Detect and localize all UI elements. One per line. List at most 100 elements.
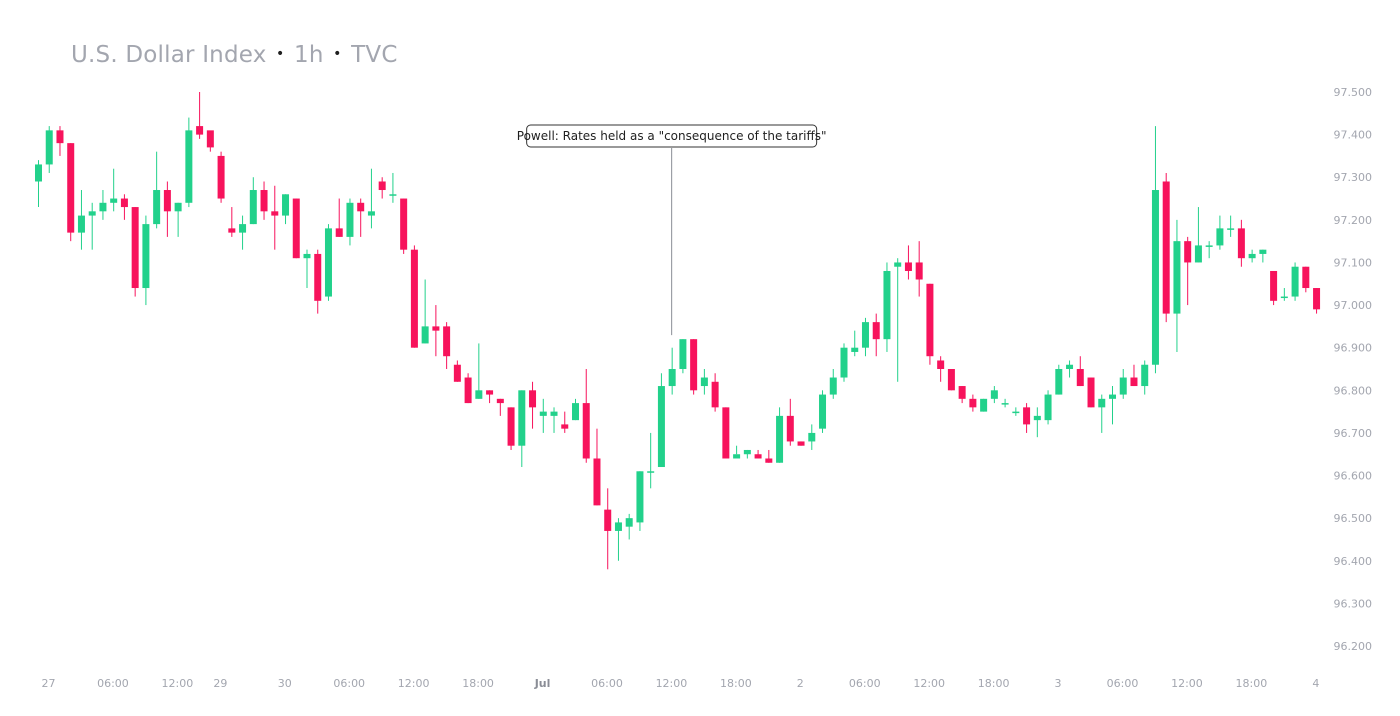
candle-body — [335, 228, 343, 237]
candle — [324, 224, 332, 301]
candle — [990, 386, 998, 404]
candle — [797, 441, 805, 446]
time-tick-label: 2 — [797, 677, 804, 690]
candle — [35, 160, 42, 208]
price-tick-label: 96.200 — [1334, 640, 1373, 653]
candle — [67, 143, 75, 242]
candle — [475, 343, 483, 399]
time-tick-label: 12:00 — [1171, 677, 1203, 690]
candle — [486, 390, 494, 404]
candle — [829, 369, 837, 399]
candle-body — [1280, 296, 1288, 299]
candle-body — [1098, 398, 1106, 408]
candle — [518, 390, 526, 468]
candle — [1216, 215, 1224, 250]
candle-body — [346, 202, 354, 237]
candle — [153, 151, 161, 229]
time-tick-label: 3 — [1055, 677, 1062, 690]
candle-body — [1023, 407, 1031, 425]
candle — [1023, 403, 1031, 433]
candle — [410, 245, 418, 348]
candle — [239, 215, 247, 250]
time-tick-label: 06:00 — [333, 677, 365, 690]
candle-body — [217, 155, 225, 199]
candle-body — [958, 386, 966, 399]
candle-body — [550, 411, 558, 416]
candle — [582, 369, 590, 463]
candle — [1012, 407, 1020, 416]
time-tick-label: 18:00 — [1236, 677, 1268, 690]
candle — [840, 343, 848, 382]
time-axis: 27 06:00 12:00 29 30 06:00 12:00 18:00 Jul 06:00 1… — [42, 677, 1320, 690]
candle — [174, 202, 182, 237]
candle — [679, 339, 687, 374]
candle-body — [980, 398, 988, 412]
candle — [357, 198, 365, 237]
annotation[interactable]: Powell: Rates held as a "consequence of … — [517, 124, 827, 336]
candle — [335, 198, 343, 237]
candle-body — [604, 509, 612, 531]
candle — [754, 449, 762, 459]
candle-body — [840, 347, 848, 378]
candle — [1270, 270, 1278, 306]
candle — [1119, 369, 1127, 399]
candle-body — [1109, 394, 1116, 399]
candle-body — [153, 190, 161, 225]
price-tick-label: 97.400 — [1334, 129, 1373, 142]
title-separator-2: • — [333, 46, 342, 62]
candle — [808, 424, 816, 450]
time-tick-label: 27 — [42, 677, 56, 690]
candle-body — [1141, 364, 1149, 387]
candle — [776, 407, 784, 463]
candle — [346, 198, 354, 246]
candle — [1044, 390, 1052, 425]
candle-body — [1087, 377, 1095, 408]
candle-body — [88, 211, 96, 216]
candle — [292, 198, 300, 259]
candle-body — [56, 130, 64, 144]
candle-body — [142, 224, 150, 289]
candle-body — [249, 190, 257, 225]
price-tick-label: 96.800 — [1334, 384, 1373, 397]
price-tick-label: 96.400 — [1334, 555, 1373, 568]
candle-body — [1302, 266, 1310, 289]
candle — [937, 356, 945, 382]
candle — [1066, 360, 1074, 378]
candle-body — [990, 390, 998, 399]
candle-body — [636, 471, 644, 523]
candle — [1055, 364, 1063, 395]
candle — [1237, 219, 1245, 267]
time-tick-label: 29 — [213, 677, 227, 690]
candle — [1280, 288, 1288, 301]
candle — [668, 347, 676, 395]
candle-body — [185, 130, 193, 203]
candle — [904, 245, 912, 280]
candle — [593, 428, 601, 506]
price-axis: 97.500 97.400 97.300 97.200 97.100 97.000 96.9… — [1334, 86, 1373, 653]
candle — [722, 407, 730, 459]
candle-body — [292, 198, 300, 259]
annotation-box[interactable] — [526, 124, 818, 148]
candle — [1205, 241, 1213, 259]
candle-body — [937, 360, 945, 369]
candle — [1141, 360, 1149, 395]
candle — [1184, 236, 1192, 306]
candle-body — [282, 194, 290, 216]
candle-body — [453, 364, 461, 382]
candle-body — [35, 164, 42, 182]
candle — [303, 249, 311, 289]
candle-body — [614, 522, 622, 531]
candle-body — [572, 403, 579, 421]
candle — [110, 168, 118, 212]
candles — [35, 92, 1321, 570]
price-tick-label: 97.100 — [1334, 256, 1373, 269]
candle-body — [1162, 181, 1170, 314]
candle-body — [915, 262, 923, 280]
candle — [1151, 126, 1159, 374]
time-tick-label: 18:00 — [720, 677, 752, 690]
candle — [163, 181, 171, 237]
candle-body — [324, 228, 332, 297]
price-tick-label: 97.300 — [1334, 171, 1373, 184]
candle-body — [808, 432, 816, 442]
